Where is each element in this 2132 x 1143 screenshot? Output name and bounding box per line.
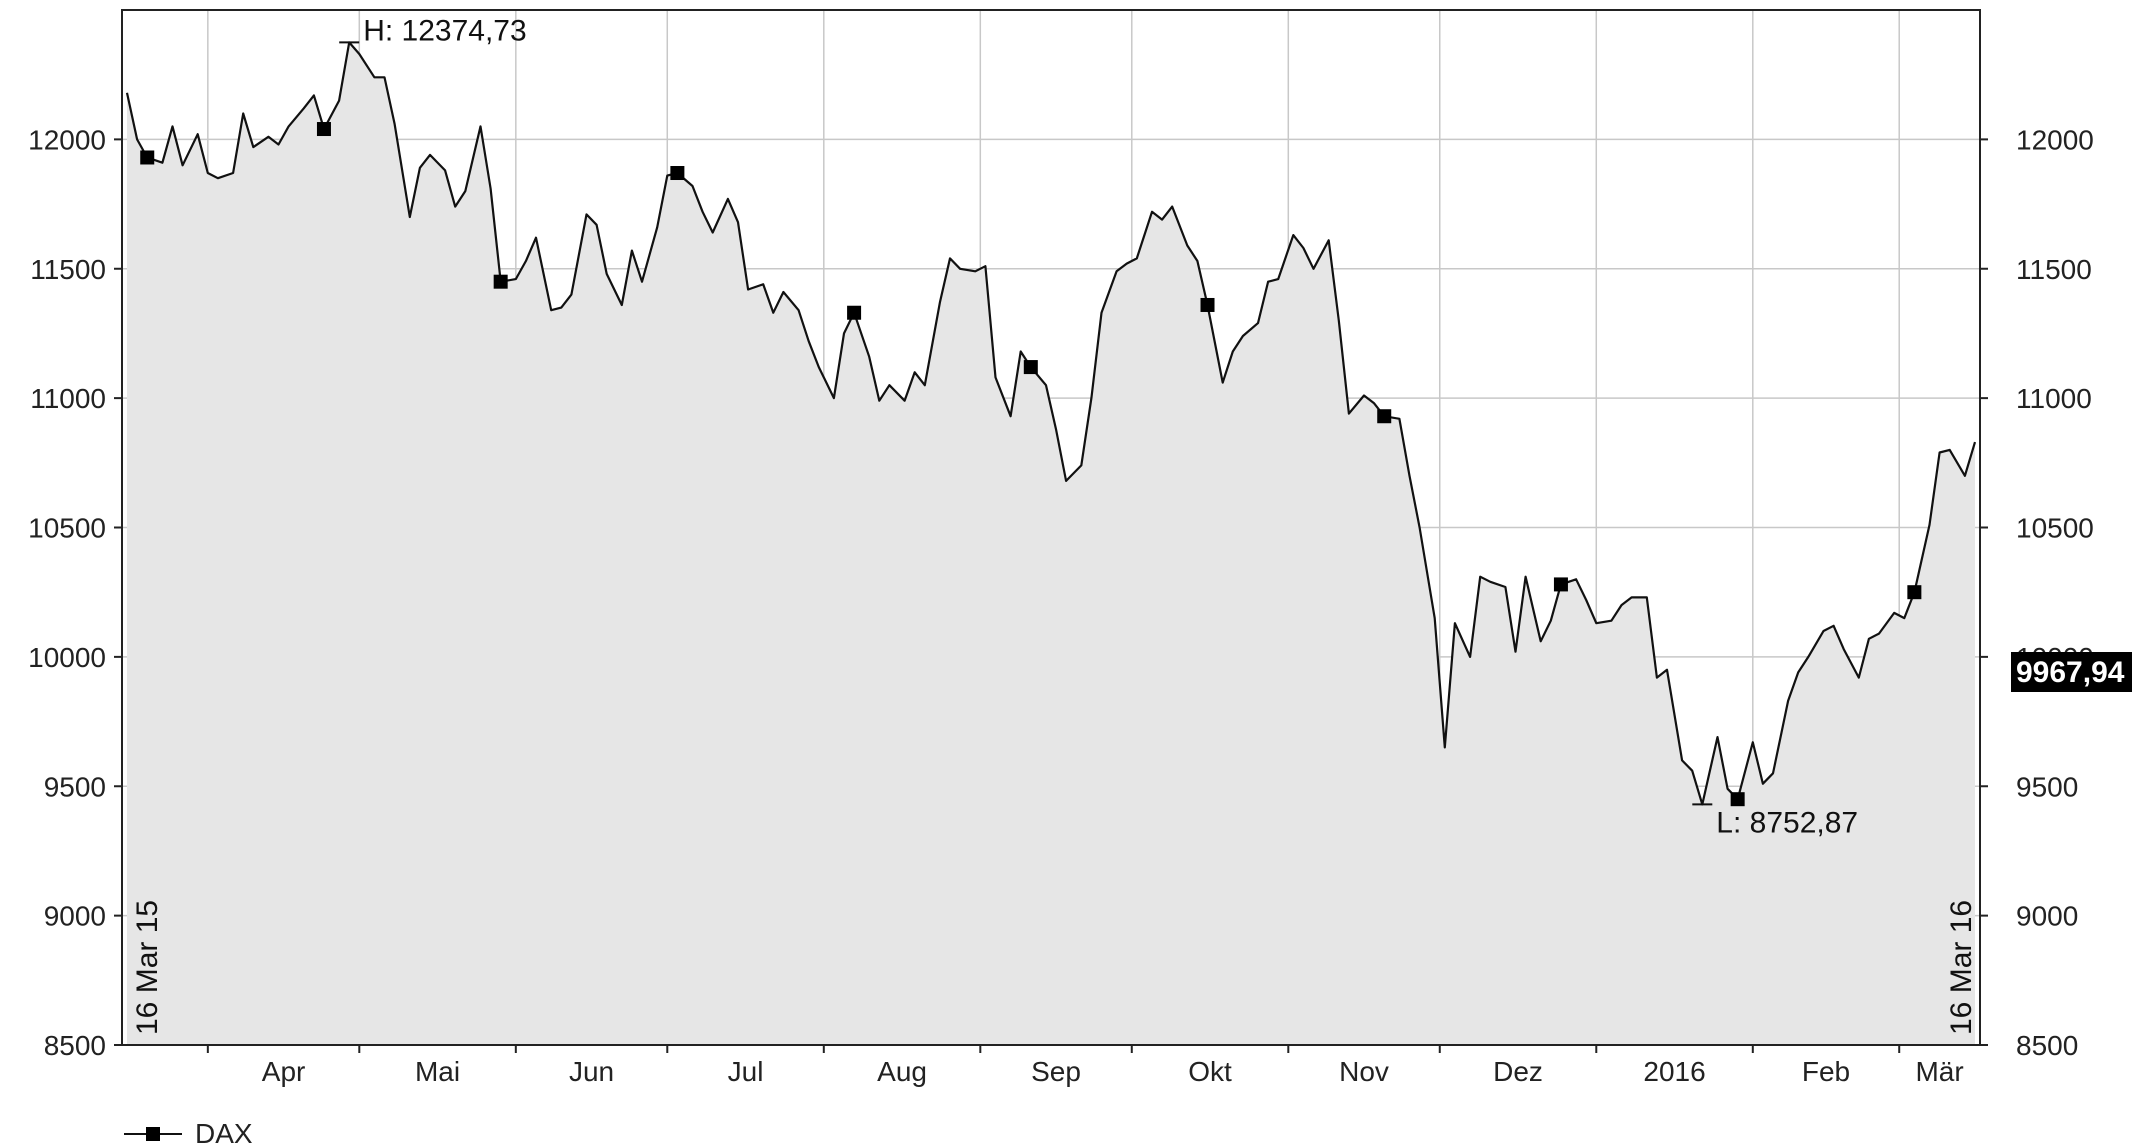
series-marker bbox=[847, 305, 862, 320]
y-tick-label-left: 9500 bbox=[44, 771, 106, 802]
low-marker: L: 8752,87 bbox=[1692, 803, 1858, 839]
x-tick-label: Jun bbox=[569, 1056, 614, 1087]
y-tick-label-left: 9000 bbox=[44, 901, 106, 932]
y-tick-label-right: 9000 bbox=[2016, 901, 2078, 932]
high-label: H: 12374,73 bbox=[363, 14, 526, 47]
x-tick-label: Mär bbox=[1915, 1056, 1963, 1087]
dax-line bbox=[125, 41, 1977, 806]
x-tick-label: Mai bbox=[415, 1056, 460, 1087]
series-marker bbox=[1377, 409, 1392, 424]
x-axis: Apr Mai Jun Jul Aug Sep Okt Nov Dez 2016 Feb Mär bbox=[206, 1045, 1964, 1087]
y-axis-left: 8500 9000 9500 10000 10500 11000 11500 12000 bbox=[28, 124, 122, 1061]
legend-marker bbox=[146, 1127, 160, 1141]
series-marker bbox=[1023, 360, 1038, 375]
marker-layer bbox=[140, 122, 1922, 807]
y-tick-label-right: 9500 bbox=[2016, 771, 2078, 802]
y-tick-label-left: 10500 bbox=[28, 513, 106, 544]
y-tick-label-right: 8500 bbox=[2016, 1030, 2078, 1061]
series-marker bbox=[670, 166, 685, 181]
x-tick-label: Feb bbox=[1802, 1056, 1850, 1087]
last-value-label: 9967,94 bbox=[2016, 656, 2125, 689]
legend-entry-dax: DAX bbox=[195, 1118, 253, 1143]
y-tick-label-left: 8500 bbox=[44, 1030, 106, 1061]
x-tick-label: Apr bbox=[262, 1056, 306, 1087]
series-marker bbox=[316, 122, 331, 137]
y-tick-label-left: 11500 bbox=[30, 254, 106, 285]
series-marker bbox=[1200, 297, 1215, 312]
x-tick-label: 2016 bbox=[1643, 1056, 1705, 1087]
last-value-badge: 9967,94 bbox=[2011, 652, 2132, 692]
x-tick-label: Aug bbox=[877, 1056, 927, 1087]
dax-area bbox=[127, 42, 1975, 1045]
x-tick-label: Dez bbox=[1493, 1056, 1543, 1087]
x-tick-label: Jul bbox=[728, 1056, 764, 1087]
series-marker bbox=[493, 274, 508, 289]
x-tick-label: Sep bbox=[1031, 1056, 1081, 1087]
low-label: L: 8752,87 bbox=[1716, 806, 1858, 839]
y-tick-label-right: 12000 bbox=[2016, 124, 2094, 155]
y-tick-label-left: 12000 bbox=[28, 124, 106, 155]
x-tick-label: Okt bbox=[1188, 1056, 1232, 1087]
last-value-background bbox=[2011, 652, 2132, 692]
legend: DAX bbox=[124, 1118, 253, 1143]
high-marker: H: 12374,73 bbox=[339, 14, 527, 47]
y-tick-label-right: 10500 bbox=[2016, 513, 2094, 544]
end-date-label: 16 Mar 16 bbox=[1945, 900, 1978, 1035]
y-tick-label-right: 11000 bbox=[2016, 383, 2092, 414]
series-marker bbox=[140, 150, 155, 165]
series-marker bbox=[1907, 585, 1922, 600]
series-marker bbox=[1553, 577, 1568, 592]
y-tick-label-right: 11500 bbox=[2016, 254, 2092, 285]
y-tick-label-left: 11000 bbox=[30, 383, 106, 414]
y-tick-label-left: 10000 bbox=[28, 642, 106, 673]
x-tick-label: Nov bbox=[1339, 1056, 1389, 1087]
series-marker bbox=[1730, 792, 1745, 807]
start-date-label: 16 Mar 15 bbox=[131, 900, 164, 1035]
